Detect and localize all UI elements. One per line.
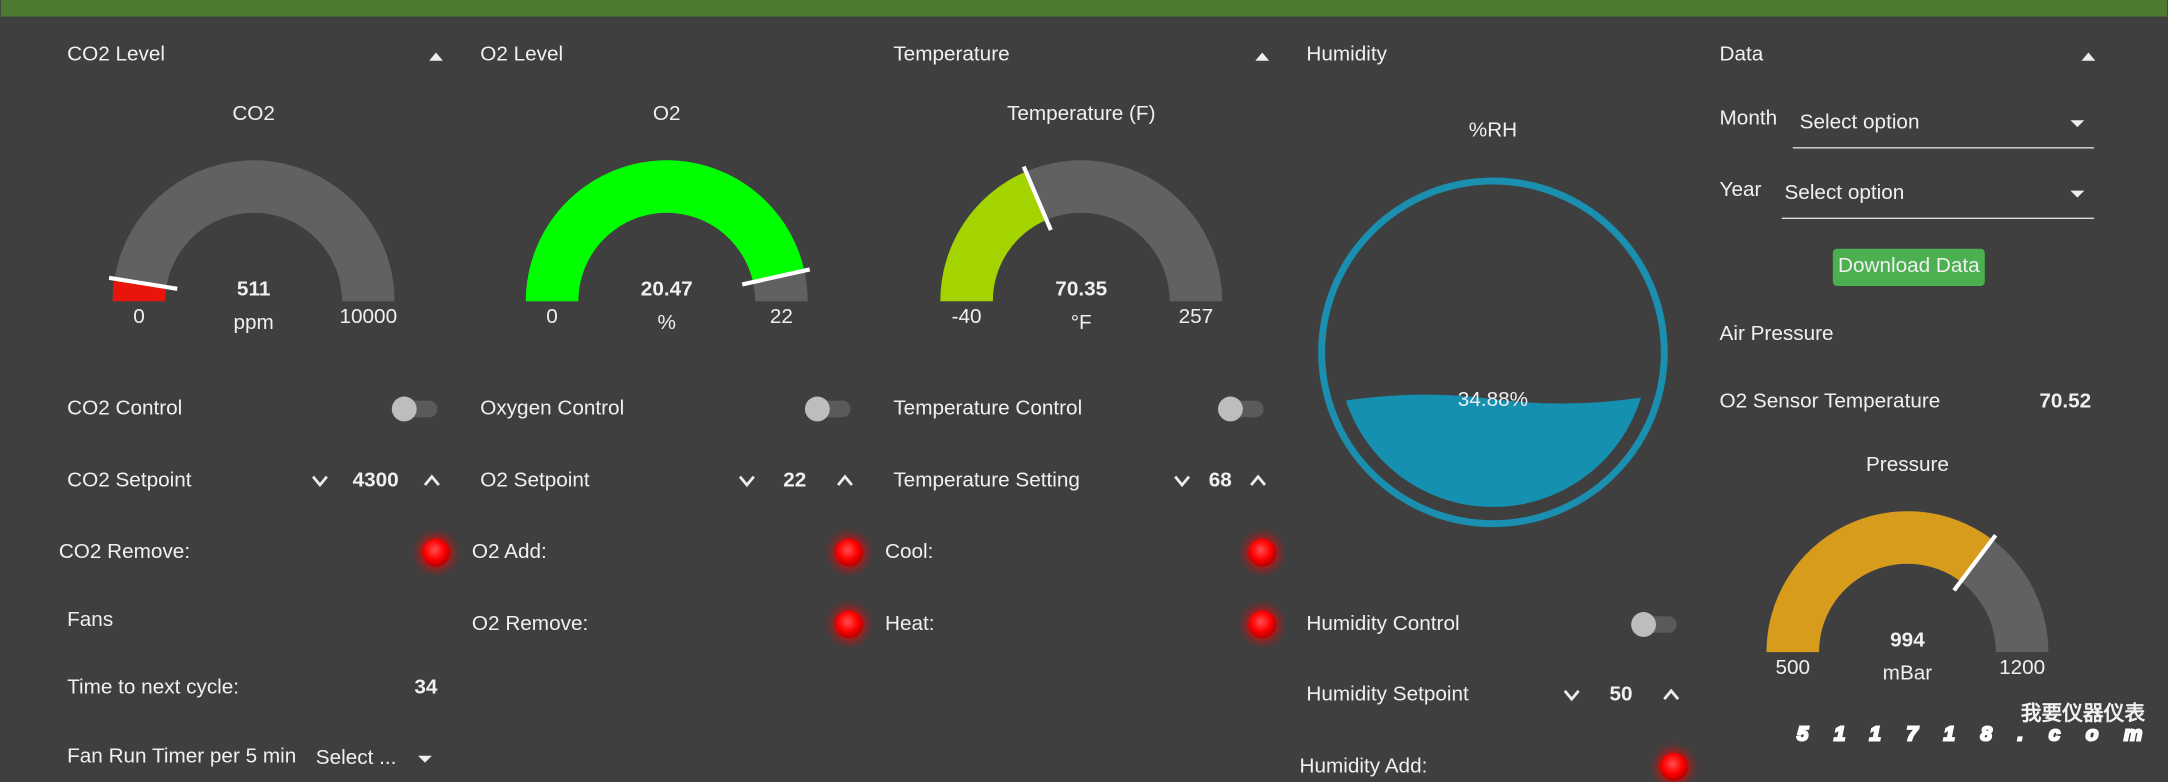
increment-button[interactable] bbox=[837, 474, 853, 486]
collapse-button[interactable] bbox=[429, 52, 443, 61]
field-label: Time to next cycle: bbox=[67, 676, 239, 699]
gauge-fill bbox=[940, 171, 1047, 302]
download-button[interactable] bbox=[1832, 248, 1985, 286]
gauge-value: 511 bbox=[237, 278, 270, 301]
gauge-units: ppm bbox=[233, 311, 273, 334]
gauge-min: 0 bbox=[546, 305, 558, 328]
gauge-needle bbox=[108, 275, 178, 291]
indicator-led bbox=[1248, 610, 1277, 639]
gauge-value: 20.47 bbox=[641, 278, 693, 301]
panel-header: CO2 Level bbox=[67, 43, 165, 66]
increment-button[interactable] bbox=[1250, 474, 1267, 486]
gauge-min: 500 bbox=[1775, 656, 1810, 679]
indicator-label: O2 Remove: bbox=[472, 612, 588, 635]
decrement-button[interactable] bbox=[1174, 475, 1191, 488]
increment-button[interactable] bbox=[1663, 688, 1680, 700]
watermark-tagline: 我要仪器仪表 bbox=[2021, 701, 2146, 725]
panel-header: Humidity bbox=[1306, 43, 1387, 66]
gauge-value: 70.35 bbox=[1055, 278, 1107, 301]
panel-header: Temperature bbox=[893, 43, 1009, 66]
gauge-fill bbox=[1766, 511, 1993, 653]
gauge-needle bbox=[1952, 533, 1998, 592]
gauge-needle bbox=[1021, 165, 1053, 231]
setpoint-value: 22 bbox=[783, 468, 806, 491]
top-bar bbox=[0, 0, 2168, 17]
control-label: CO2 Control bbox=[67, 396, 182, 419]
toggle-knob[interactable] bbox=[804, 396, 830, 422]
humidity-value: 34.88% bbox=[1458, 388, 1528, 411]
gauge-max: 257 bbox=[1179, 305, 1214, 328]
gauge-title: O2 bbox=[653, 102, 681, 125]
toggle-knob[interactable] bbox=[391, 396, 417, 422]
field-label: O2 Sensor Temperature bbox=[1720, 390, 1941, 413]
indicator-label: CO2 Remove: bbox=[59, 540, 190, 563]
select-box[interactable]: Select option bbox=[1800, 110, 1920, 133]
field-value: 34 bbox=[414, 676, 438, 699]
decrement-button[interactable] bbox=[311, 475, 328, 488]
gauge-min: -40 bbox=[952, 305, 982, 328]
gauge-units: % bbox=[658, 311, 676, 334]
gauge-title: %RH bbox=[1469, 119, 1517, 142]
section-title: Fans bbox=[67, 608, 113, 631]
field-label: Fan Run Timer per 5 min bbox=[67, 745, 296, 768]
field-label: Month bbox=[1720, 106, 1778, 129]
indicator-label: Cool: bbox=[885, 540, 933, 563]
gauge-min: 0 bbox=[133, 305, 145, 328]
indicator-led bbox=[1660, 752, 1688, 781]
setpoint-value: 50 bbox=[1609, 682, 1632, 705]
select-box[interactable]: Select option bbox=[1784, 181, 1904, 204]
indicator-led bbox=[835, 610, 863, 639]
decrement-button[interactable] bbox=[1563, 689, 1580, 702]
gauge-units: °F bbox=[1071, 311, 1092, 334]
gauge-max: 1200 bbox=[1999, 656, 2045, 679]
setpoint-label: Humidity Setpoint bbox=[1306, 682, 1469, 705]
control-label: Temperature Control bbox=[893, 396, 1082, 419]
increment-button[interactable] bbox=[423, 474, 440, 486]
gauge-title: Pressure bbox=[1866, 453, 1949, 476]
indicator-label: Heat: bbox=[885, 612, 935, 635]
control-label: Humidity Control bbox=[1306, 612, 1459, 635]
field-value: 70.52 bbox=[2039, 390, 2091, 413]
collapse-button[interactable] bbox=[1255, 52, 1270, 61]
gauge-title: Temperature (F) bbox=[1007, 102, 1156, 125]
gauge-units: mBar bbox=[1883, 662, 1933, 685]
toggle-knob[interactable] bbox=[1631, 612, 1656, 637]
humidity-ring bbox=[1318, 177, 1668, 528]
setpoint-label: Temperature Setting bbox=[893, 468, 1080, 491]
select-arrow[interactable] bbox=[2070, 120, 2085, 128]
select-box[interactable]: Select ... bbox=[316, 746, 397, 769]
control-label: Oxygen Control bbox=[480, 396, 624, 419]
setpoint-value: 4300 bbox=[353, 468, 399, 491]
panel-header: Data bbox=[1720, 43, 1764, 66]
gauge-value: 994 bbox=[1890, 629, 1925, 652]
collapse-button[interactable] bbox=[2081, 52, 2096, 61]
panel-header: O2 Level bbox=[480, 43, 563, 66]
gauge-needle bbox=[741, 267, 811, 287]
toggle-knob[interactable] bbox=[1218, 396, 1243, 422]
indicator-label: Humidity Add: bbox=[1300, 754, 1428, 777]
gauge-track bbox=[112, 160, 395, 302]
section-title: Air Pressure bbox=[1720, 322, 1834, 345]
button-label: Download Data bbox=[1838, 254, 1980, 277]
setpoint-label: CO2 Setpoint bbox=[67, 468, 192, 491]
gauge-fill bbox=[112, 278, 167, 302]
gauge-title: CO2 bbox=[232, 102, 275, 125]
indicator-label: O2 Add: bbox=[472, 540, 547, 563]
select-arrow[interactable] bbox=[418, 755, 432, 763]
gauge-max: 22 bbox=[770, 305, 793, 328]
indicator-led bbox=[422, 538, 450, 567]
setpoint-label: O2 Setpoint bbox=[480, 468, 590, 491]
select-arrow[interactable] bbox=[2070, 190, 2085, 198]
indicator-led bbox=[1248, 538, 1277, 567]
indicator-led bbox=[835, 538, 863, 567]
setpoint-value: 68 bbox=[1209, 468, 1232, 491]
gauge-fill bbox=[525, 160, 805, 302]
gauge-max: 10000 bbox=[340, 305, 398, 328]
field-label: Year bbox=[1720, 178, 1762, 201]
decrement-button[interactable] bbox=[738, 475, 755, 488]
